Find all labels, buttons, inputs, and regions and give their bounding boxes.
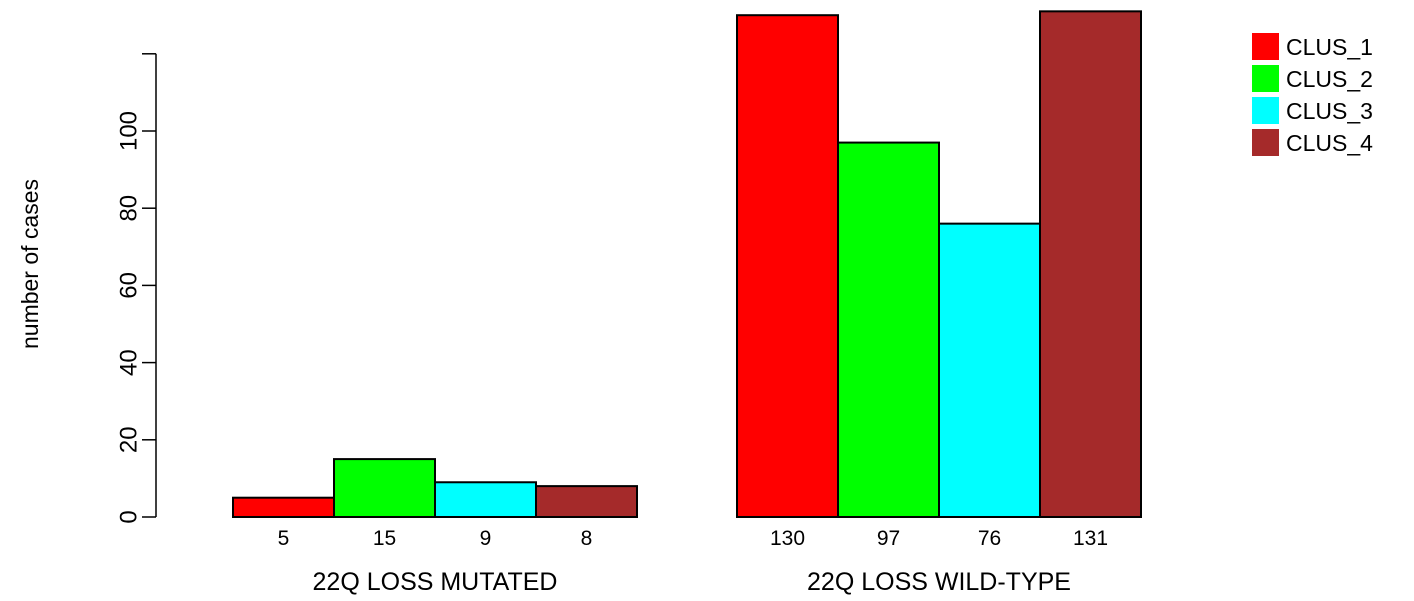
bar-labels: 5 15 9 8 130 97 76 131 — [278, 527, 1108, 550]
bar-value-label: 131 — [1073, 527, 1108, 550]
y-tick-label: 20 — [115, 426, 142, 453]
y-tick-label: 40 — [115, 349, 142, 376]
legend-label: CLUS_2 — [1286, 66, 1373, 92]
bar — [938, 222, 1041, 518]
y-tick-label: 0 — [115, 510, 142, 523]
category-label: 22Q LOSS MUTATED — [313, 568, 558, 596]
y-tick-label: 100 — [115, 111, 142, 151]
bar-value-label: 8 — [581, 527, 593, 550]
bar — [1039, 10, 1142, 519]
legend-swatch — [1252, 129, 1279, 156]
bar-value-label: 5 — [278, 527, 290, 550]
bar — [232, 496, 335, 519]
legend-label: CLUS_4 — [1286, 130, 1373, 156]
bar-value-label: 130 — [770, 527, 805, 550]
category-label: 22Q LOSS WILD-TYPE — [807, 568, 1071, 596]
group-labels: 22Q LOSS MUTATED 22Q LOSS WILD-TYPE — [313, 568, 1071, 596]
y-axis-label: number of cases — [17, 179, 43, 349]
bar — [736, 14, 839, 518]
y-tick-label: 60 — [115, 272, 142, 299]
y-axis: 0 20 40 60 80 100 — [115, 53, 157, 524]
legend-swatch — [1252, 97, 1279, 124]
bar — [333, 458, 436, 519]
bar — [434, 481, 537, 519]
legend-swatch — [1252, 65, 1279, 92]
y-tick-label: 80 — [115, 195, 142, 222]
bars — [232, 10, 1142, 519]
bar-value-label: 9 — [480, 527, 492, 550]
bar — [837, 141, 940, 519]
legend: CLUS_1 CLUS_2 CLUS_3 CLUS_4 — [1252, 33, 1373, 156]
bar-value-label: 15 — [373, 527, 396, 550]
legend-label: CLUS_3 — [1286, 98, 1373, 124]
bar-value-label: 76 — [978, 527, 1001, 550]
bar — [535, 485, 638, 518]
legend-label: CLUS_1 — [1286, 34, 1373, 60]
bar-value-label: 97 — [877, 527, 900, 550]
legend-swatch — [1252, 33, 1279, 60]
